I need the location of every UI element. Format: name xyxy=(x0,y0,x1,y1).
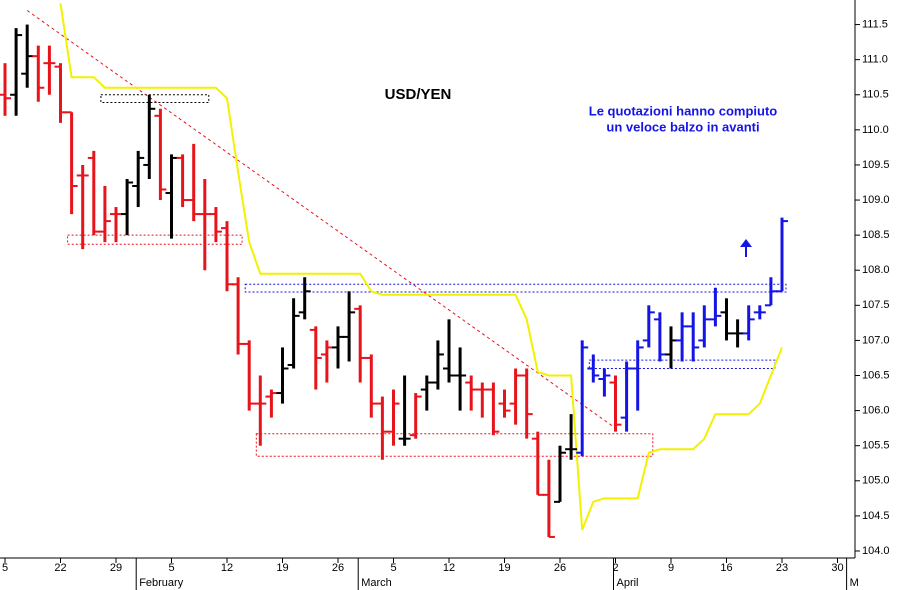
y-tick-label: 110.0 xyxy=(862,124,889,136)
annotation: Le quotazioni hanno compiuto xyxy=(589,103,778,118)
x-tick-label: 29 xyxy=(110,562,122,574)
month-label: February xyxy=(139,577,184,589)
x-tick-label: 16 xyxy=(720,562,732,574)
y-tick-label: 109.0 xyxy=(862,194,890,206)
stop-line xyxy=(59,3,783,531)
zone xyxy=(255,433,654,457)
y-tick-label: 106.5 xyxy=(862,369,890,381)
x-tick-label: 12 xyxy=(443,562,455,574)
zone xyxy=(100,94,210,103)
x-tick-label: 5 xyxy=(390,562,396,574)
y-tick-label: 105.0 xyxy=(862,475,890,487)
x-tick-label: 12 xyxy=(221,562,233,574)
y-tick-label: 108.5 xyxy=(862,229,890,241)
x-tick-label: 19 xyxy=(276,562,288,574)
y-tick-label: 107.0 xyxy=(862,334,890,346)
x-tick-label: 26 xyxy=(554,562,566,574)
month-label: M xyxy=(850,577,859,589)
x-tick-label: 30 xyxy=(831,562,843,574)
x-tick-label: 5 xyxy=(168,562,174,574)
y-tick-label: 108.0 xyxy=(862,264,890,276)
x-tick-label: 19 xyxy=(498,562,510,574)
trendline xyxy=(26,10,616,429)
y-tick-label: 106.0 xyxy=(862,405,890,417)
annotation: un veloce balzo in avanti xyxy=(606,119,759,134)
y-tick-label: 111.5 xyxy=(862,18,888,30)
x-tick-label: 26 xyxy=(332,562,344,574)
y-tick-label: 105.5 xyxy=(862,440,890,452)
month-label: March xyxy=(361,577,392,589)
y-tick-label: 110.5 xyxy=(862,89,889,101)
up-arrow xyxy=(740,239,752,257)
month-label: April xyxy=(617,577,639,589)
x-tick-label: 9 xyxy=(668,562,674,574)
y-tick-label: 111.0 xyxy=(862,54,888,66)
x-tick-label: 22 xyxy=(54,562,66,574)
zone xyxy=(244,283,787,293)
y-tick-label: 104.0 xyxy=(862,545,890,557)
y-tick-label: 109.5 xyxy=(862,159,890,171)
chart-title: USD/YEN xyxy=(385,86,452,103)
x-tick-label: 5 xyxy=(2,562,8,574)
y-tick-label: 107.5 xyxy=(862,299,890,311)
y-tick-label: 104.5 xyxy=(862,510,890,522)
x-tick-label: 23 xyxy=(776,562,788,574)
x-tick-label: 2 xyxy=(612,562,618,574)
